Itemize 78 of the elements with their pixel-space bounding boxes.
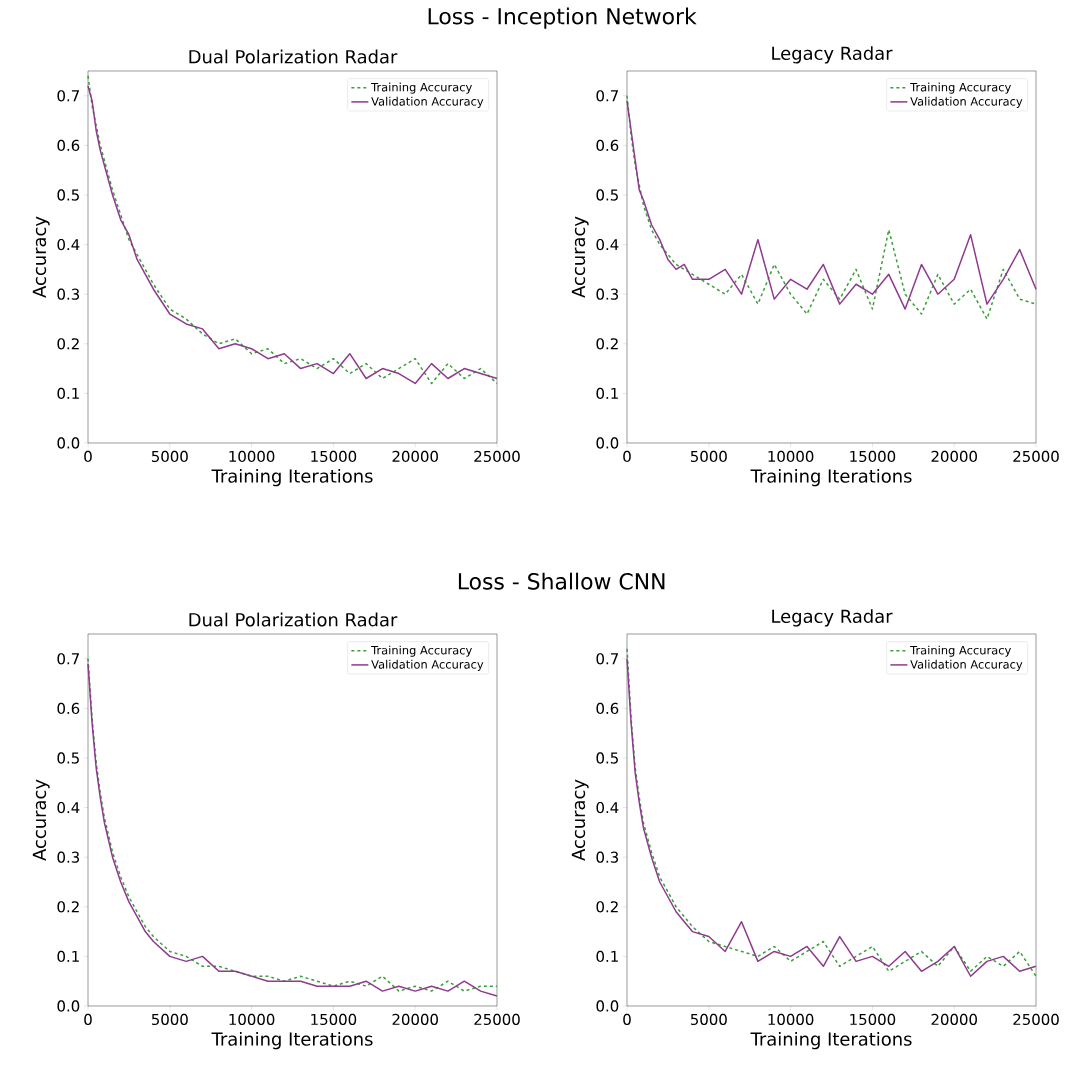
y-tick-label: 0.0 xyxy=(596,437,619,449)
y-tick-label: 0.7 xyxy=(57,90,79,102)
x-tick-label: 0 xyxy=(623,450,631,463)
x-tick-label: 25000 xyxy=(1013,450,1059,463)
y-tick-label: 0.5 xyxy=(57,752,79,764)
x-tick-label: 15000 xyxy=(850,450,896,463)
y-tick-label: 0.2 xyxy=(57,338,79,350)
y-tick-label: 0.4 xyxy=(596,801,619,814)
y-axis-title: Accuracy xyxy=(571,216,589,298)
x-axis-title: Training Iterations xyxy=(211,1031,373,1050)
y-tick-label: 0.7 xyxy=(596,653,618,665)
x-tick-label: 10000 xyxy=(229,450,275,463)
x-tick-label: 0 xyxy=(84,1013,92,1026)
y-tick-label: 0.4 xyxy=(57,238,80,251)
x-tick-label: 10000 xyxy=(229,1013,275,1026)
x-tick-label: 25000 xyxy=(474,450,520,463)
y-tick-label: 0.5 xyxy=(57,189,79,201)
x-tick-label: 20000 xyxy=(931,450,977,463)
x-tick-label: 15000 xyxy=(311,450,357,463)
y-tick-label: 0.3 xyxy=(57,851,80,863)
x-axis-title: Training Iterations xyxy=(750,468,912,487)
y-tick-label: 0.6 xyxy=(596,139,619,152)
x-axis-title: Training Iterations xyxy=(211,468,373,487)
y-tick-label: 0.1 xyxy=(57,387,79,400)
x-tick-label: 5000 xyxy=(690,450,727,463)
x-tick-label: 25000 xyxy=(474,1013,520,1026)
legend-label: Validation Accuracy xyxy=(910,659,1023,671)
y-tick-label: 0.7 xyxy=(57,653,79,665)
x-tick-label: 20000 xyxy=(931,1013,977,1026)
x-axis-title: Training Iterations xyxy=(750,1031,912,1050)
y-tick-label: 0.3 xyxy=(596,288,619,300)
x-tick-label: 5000 xyxy=(151,1013,188,1026)
y-tick-label: 0.6 xyxy=(57,702,80,715)
x-tick-label: 15000 xyxy=(850,1013,896,1026)
y-tick-label: 0.0 xyxy=(57,437,80,449)
y-tick-label: 0.3 xyxy=(57,288,80,300)
y-tick-label: 0.2 xyxy=(57,901,79,913)
y-tick-label: 0.6 xyxy=(596,702,619,715)
y-tick-label: 0.2 xyxy=(596,338,618,350)
y-tick-label: 0.0 xyxy=(57,1000,80,1012)
y-tick-label: 0.5 xyxy=(596,189,618,201)
text: Loss - Shallow CNN xyxy=(458,572,665,590)
x-tick-label: 5000 xyxy=(690,1013,727,1026)
y-tick-label: 0.0 xyxy=(596,1000,619,1012)
x-tick-label: 0 xyxy=(84,450,92,463)
y-axis-title: Accuracy xyxy=(571,779,589,861)
chart-subtitle: Dual Polarization Radar xyxy=(189,612,398,627)
y-tick-label: 0.7 xyxy=(596,90,618,102)
chart-subtitle: Dual Polarization Radar xyxy=(189,49,398,64)
y-axis-title: Accuracy xyxy=(32,779,50,861)
y-tick-label: 0.4 xyxy=(57,801,80,814)
y-tick-label: 0.3 xyxy=(596,851,619,863)
y-tick-label: 0.2 xyxy=(596,901,618,913)
y-tick-label: 0.5 xyxy=(596,752,618,764)
y-axis-title: Accuracy xyxy=(32,216,50,298)
legend-label: Validation Accuracy xyxy=(371,659,484,671)
x-tick-label: 10000 xyxy=(768,450,814,463)
x-tick-label: 10000 xyxy=(768,1013,814,1026)
legend-label: Training Accuracy xyxy=(910,82,1011,94)
x-tick-label: 25000 xyxy=(1013,1013,1059,1026)
y-tick-label: 0.6 xyxy=(57,139,80,152)
x-tick-label: 15000 xyxy=(311,1013,357,1026)
y-tick-label: 0.1 xyxy=(596,387,618,400)
legend-label: Training Accuracy xyxy=(371,82,472,94)
legend-label: Validation Accuracy xyxy=(371,96,484,108)
chart-subtitle: Legacy Radar xyxy=(772,609,893,627)
y-tick-label: 0.4 xyxy=(596,238,619,251)
text: Loss - Inception Network xyxy=(428,7,697,29)
x-tick-label: 20000 xyxy=(392,1013,438,1026)
x-tick-label: 20000 xyxy=(392,450,438,463)
y-tick-label: 0.1 xyxy=(57,950,79,963)
chart-subtitle: Legacy Radar xyxy=(772,46,893,64)
legend-label: Training Accuracy xyxy=(371,645,472,657)
y-tick-label: 0.1 xyxy=(596,950,618,963)
legend-label: Training Accuracy xyxy=(910,645,1011,657)
legend-label: Validation Accuracy xyxy=(910,96,1023,108)
x-tick-label: 0 xyxy=(623,1013,631,1026)
x-tick-label: 5000 xyxy=(151,450,188,463)
